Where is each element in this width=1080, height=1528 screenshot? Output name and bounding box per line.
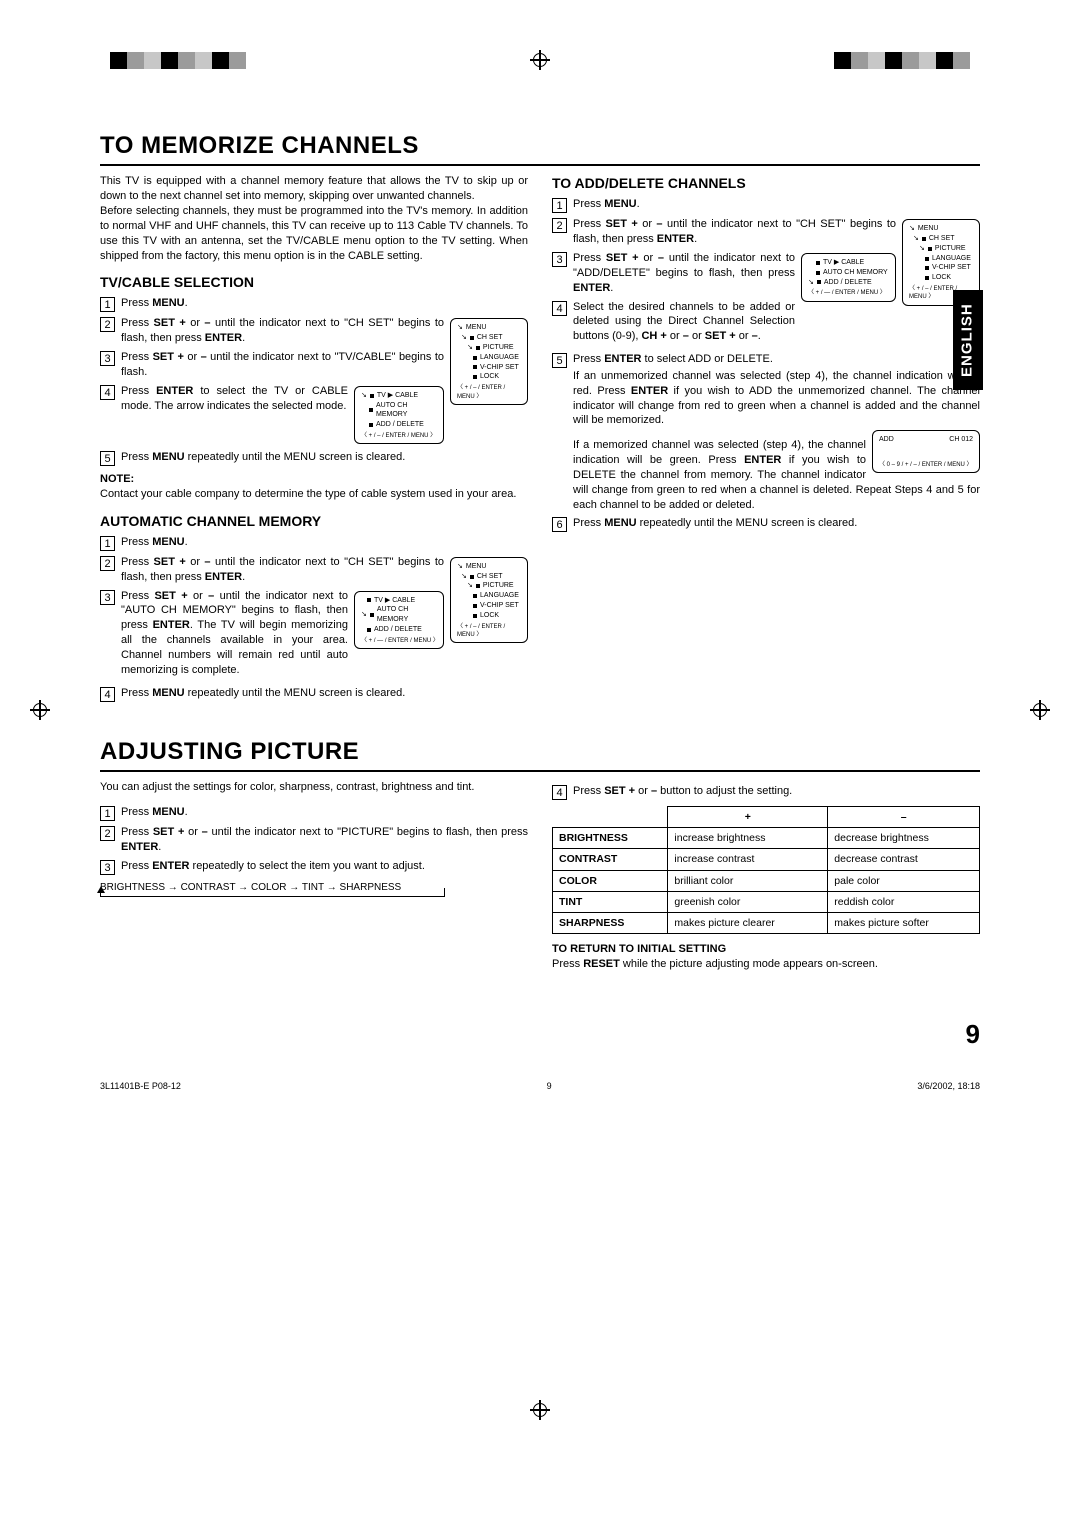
numbox: 3	[100, 590, 115, 605]
numbox: 1	[100, 297, 115, 312]
add-step-6: 6 Press MENU repeatedly until the MENU s…	[552, 516, 980, 532]
left-column: This TV is equipped with a channel memor…	[100, 174, 528, 705]
squares-left	[110, 52, 246, 69]
crosshair-left	[30, 700, 50, 720]
auto-step-3: 3 Press SET + or – until the indicator n…	[100, 589, 348, 678]
tvcable-step-1: 1 Press MENU.	[100, 296, 528, 312]
numbox: 2	[100, 556, 115, 571]
adjust-left: You can adjust the settings for color, s…	[100, 780, 528, 972]
add-step-4: 4 Select the desired channels to be adde…	[552, 300, 795, 345]
numbox: 1	[552, 198, 567, 213]
add-heading: TO ADD/DELETE CHANNELS	[552, 174, 980, 193]
registration-bottom	[0, 1400, 1080, 1420]
numbox: 3	[100, 860, 115, 875]
tvcable-heading: TV/CABLE SELECTION	[100, 273, 528, 292]
settings-table: + – BRIGHTNESSincrease brightnessdecreas…	[552, 806, 980, 934]
numbox: 1	[100, 806, 115, 821]
note-label: NOTE:	[100, 472, 528, 487]
footer: 3L11401B-E P08-12 9 3/6/2002, 18:18	[100, 1080, 980, 1092]
auto-step-2: 2 Press SET + or – until the indicator n…	[100, 555, 444, 585]
menu-diagram-main-1: ↘MENU ↘CH SET ↘PICTURE LANGUAGE V-CHIP S…	[450, 318, 528, 405]
add-step-5: 5 Press ENTER to select ADD or DELETE. I…	[552, 352, 980, 512]
add-step-1: 1 Press MENU.	[552, 197, 980, 213]
numbox: 1	[100, 536, 115, 551]
numbox: 4	[100, 385, 115, 400]
language-tab: ENGLISH	[953, 290, 983, 390]
note-text: Contact your cable company to determine …	[100, 487, 528, 502]
crosshair-bottom	[530, 1400, 550, 1420]
numbox: 2	[100, 826, 115, 841]
auto-step-1: 1 Press MENU.	[100, 535, 528, 551]
tvcable-step-3: 3 Press SET + or – until the indicator n…	[100, 350, 444, 380]
numbox: 2	[100, 317, 115, 332]
footer-left: 3L11401B-E P08-12	[100, 1080, 181, 1092]
numbox: 4	[552, 301, 567, 316]
crosshair-right	[1030, 700, 1050, 720]
menu-diagram-main-2: ↘MENU ↘CH SET ↘PICTURE LANGUAGE V-CHIP S…	[450, 557, 528, 644]
numbox: 3	[552, 252, 567, 267]
return-text: Press RESET while the picture adjusting …	[552, 957, 980, 972]
auto-step-4: 4 Press MENU repeatedly until the MENU s…	[100, 686, 528, 702]
numbox: 5	[552, 353, 567, 368]
numbox: 4	[100, 687, 115, 702]
footer-mid: 9	[547, 1080, 552, 1092]
page-number: 9	[966, 1017, 980, 1052]
intro-para-1: This TV is equipped with a channel memor…	[100, 174, 528, 204]
adjust-step-1: 1 Press MENU.	[100, 805, 528, 821]
squares-right	[834, 52, 970, 69]
menu-diagram-chset-1: ↘TV ▶ CABLE AUTO CH MEMORY ADD / DELETE …	[354, 386, 444, 445]
tvcable-step-2: 2 Press SET + or – until the indicator n…	[100, 316, 444, 346]
intro-para-2: Before selecting channels, they must be …	[100, 204, 528, 263]
tvcable-step-5: 5 Press MENU repeatedly until the MENU s…	[100, 450, 528, 466]
page-content: ENGLISH TO MEMORIZE CHANNELS This TV is …	[100, 130, 980, 972]
adjust-step-4: 4 Press SET + or – button to adjust the …	[552, 784, 980, 800]
section-title-memorize: TO MEMORIZE CHANNELS	[100, 130, 980, 166]
numbox: 5	[100, 451, 115, 466]
section-title-adjust: ADJUSTING PICTURE	[100, 736, 980, 772]
return-heading: TO RETURN TO INITIAL SETTING	[552, 942, 980, 957]
menu-diagram-chset-3: TV ▶ CABLE AUTO CH MEMORY ↘ADD / DELETE …	[801, 253, 896, 302]
numbox: 6	[552, 517, 567, 532]
numbox: 2	[552, 218, 567, 233]
adjust-right: 4 Press SET + or – button to adjust the …	[552, 780, 980, 972]
auto-heading: AUTOMATIC CHANNEL MEMORY	[100, 512, 528, 531]
numbox: 3	[100, 351, 115, 366]
add-step-2: 2 Press SET + or – until the indicator n…	[552, 217, 896, 247]
right-column: TO ADD/DELETE CHANNELS 1 Press MENU. ↘ME…	[552, 174, 980, 705]
crosshair-top	[530, 50, 550, 70]
adjust-intro: You can adjust the settings for color, s…	[100, 780, 528, 795]
flow-sequence: BRIGHTNESS → CONTRAST → COLOR → TINT → S…	[100, 881, 528, 898]
tvcable-step-4: 4 Press ENTER to select the TV or CABLE …	[100, 384, 348, 414]
add-step-3: 3 Press SET + or – until the indicator n…	[552, 251, 795, 296]
menu-diagram-adddelete: ADDCH 012 〈 0 – 9 / + / – / ENTER / MENU…	[872, 430, 980, 473]
adjust-step-3: 3 Press ENTER repeatedly to select the i…	[100, 859, 528, 875]
numbox: 4	[552, 785, 567, 800]
registration-top	[0, 50, 1080, 70]
menu-diagram-chset-2: TV ▶ CABLE ↘AUTO CH MEMORY ADD / DELETE …	[354, 591, 444, 650]
footer-right: 3/6/2002, 18:18	[917, 1080, 980, 1092]
adjust-step-2: 2 Press SET + or – until the indicator n…	[100, 825, 528, 855]
